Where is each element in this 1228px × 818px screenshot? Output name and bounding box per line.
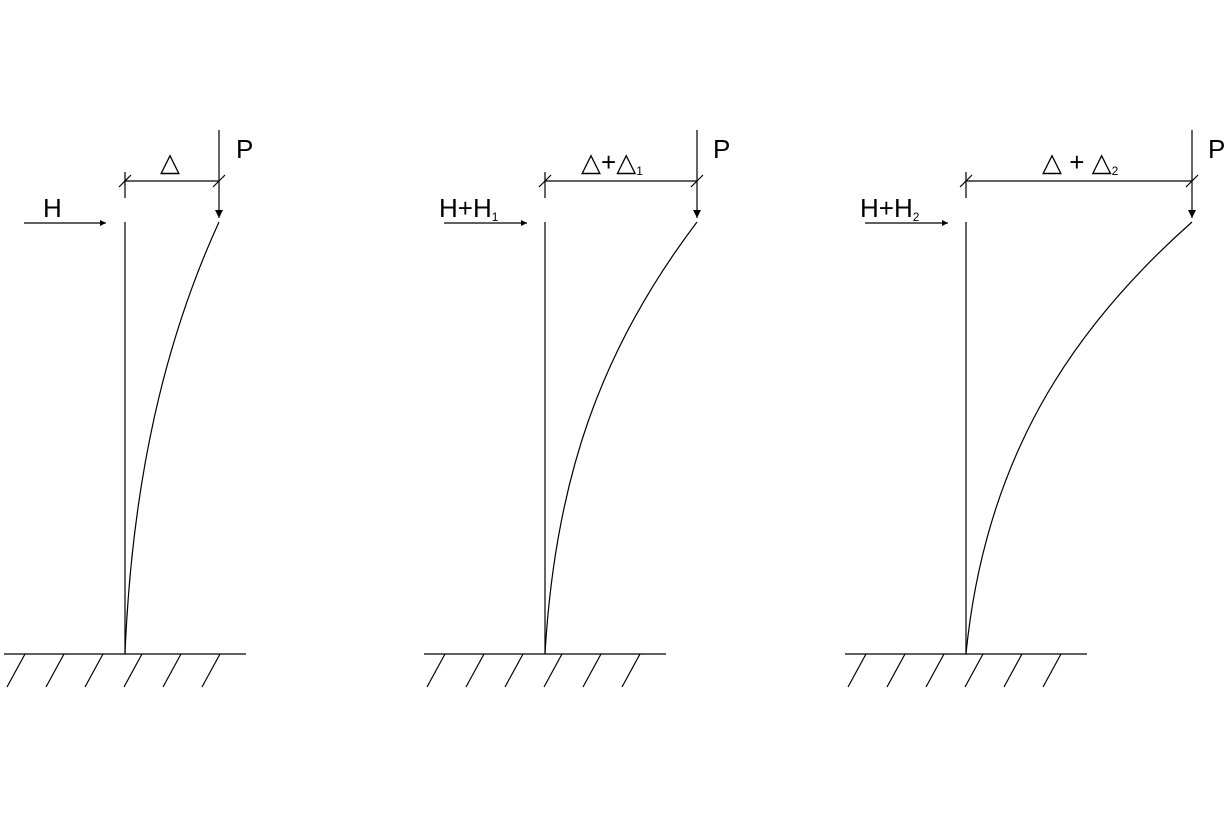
ground-hatching: [426, 653, 641, 688]
horizontal-load-label: H+H1: [439, 193, 499, 224]
deflected-column: [544, 221, 698, 655]
panel-2: P H+H1 △+△1: [424, 130, 730, 688]
horizontal-load-label: H+H2: [860, 193, 920, 224]
deflected-column: [124, 221, 220, 655]
panel-1: P H △: [4, 130, 253, 688]
ground-hatching: [847, 653, 1062, 688]
ground-hatching: [6, 653, 221, 688]
displacement-label: △ + △2: [1042, 147, 1119, 178]
dimension-tick-left: [118, 174, 132, 188]
displacement-label: △+△1: [581, 147, 643, 178]
vertical-load-label: P: [1208, 134, 1225, 164]
vertical-load-label: P: [713, 134, 730, 164]
horizontal-load-label: H: [43, 193, 62, 223]
displacement-label: △: [160, 147, 180, 177]
dimension-tick-left: [959, 174, 973, 188]
vertical-load-label: P: [236, 134, 253, 164]
dimension-tick-left: [538, 174, 552, 188]
deflected-column: [965, 221, 1193, 655]
panel-3: P H+H2 △ + △2: [845, 130, 1225, 688]
